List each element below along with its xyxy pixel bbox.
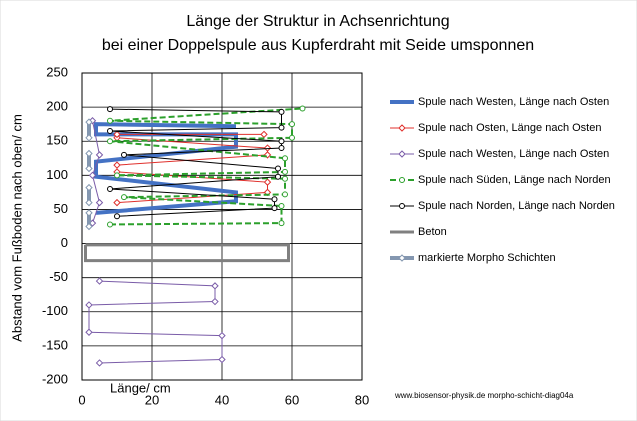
point: [95, 198, 104, 207]
chart-title: Länge der Struktur in Achsenrichtung: [186, 13, 449, 30]
y-tick-label: -50: [49, 269, 68, 284]
y-tick-label: 0: [61, 235, 68, 250]
point: [95, 151, 104, 159]
point: [113, 130, 121, 139]
point: [85, 301, 93, 309]
point: [275, 165, 281, 172]
series-line: [109, 107, 303, 226]
point: [114, 213, 120, 220]
point: [121, 194, 127, 201]
point: [211, 297, 219, 306]
legend-label: Spule nach Norden, Länge nach Norden: [418, 200, 615, 212]
point: [271, 205, 278, 212]
point: [107, 117, 113, 124]
point: [107, 127, 113, 134]
legend-label: Spule nach Osten, Länge nach Osten: [418, 122, 601, 134]
point: [85, 209, 93, 217]
y-tick-label: -100: [42, 303, 68, 318]
point: [278, 138, 285, 145]
y-axis-label: Abstand vom Fußboden nach oben/ cm: [9, 114, 24, 342]
point: [95, 359, 104, 367]
series-line: [84, 243, 290, 263]
y-tick-label: -150: [42, 337, 68, 352]
point: [113, 161, 121, 169]
y-tick-label: 50: [54, 201, 68, 216]
point: [271, 196, 278, 203]
x-axis-label: Länge/ cm: [110, 380, 171, 395]
x-tick-label: 40: [215, 392, 229, 407]
point: [278, 203, 285, 210]
point: [278, 124, 285, 131]
legend-label: Beton: [418, 226, 447, 238]
point: [278, 108, 285, 115]
legend-label: Spule nach Westen, Länge nach Osten: [418, 96, 609, 108]
point: [263, 144, 272, 152]
x-tick-label: 0: [78, 392, 85, 407]
point: [85, 222, 93, 231]
point: [282, 175, 288, 182]
point: [85, 328, 93, 336]
point: [211, 282, 219, 290]
point: [278, 145, 285, 152]
legend-marker: [398, 254, 406, 262]
legend-label: markierte Morpho Schichten: [418, 252, 556, 264]
legend-label: Spule nach Westen, Länge nach Osten: [418, 148, 609, 160]
x-tick-label: 20: [145, 392, 159, 407]
x-tick-label: 80: [355, 392, 369, 407]
point: [95, 277, 104, 285]
point: [113, 198, 121, 207]
point: [114, 172, 120, 179]
point: [263, 151, 272, 159]
point: [218, 355, 226, 364]
plot-frame: [81, 72, 363, 381]
point: [85, 149, 93, 158]
point: [88, 117, 97, 125]
point: [282, 155, 288, 162]
point: [275, 173, 281, 180]
point: [218, 331, 226, 340]
legend-marker: [398, 150, 406, 158]
point: [88, 171, 97, 180]
legend-marker: [399, 177, 405, 183]
x-tick-label: 60: [285, 392, 299, 407]
point: [107, 221, 113, 228]
y-tick-label: -200: [42, 371, 68, 386]
y-tick-label: 150: [46, 133, 68, 148]
point: [289, 121, 295, 128]
legend-marker: [399, 203, 405, 209]
point: [121, 151, 127, 158]
point: [282, 168, 288, 175]
y-tick-label: 200: [46, 99, 68, 114]
chart-subtitle: bei einer Doppelspule aus Kupferdraht mi…: [102, 37, 534, 54]
point: [107, 138, 113, 145]
point: [85, 164, 93, 173]
point: [107, 106, 113, 113]
point: [299, 105, 306, 112]
legend-marker: [398, 124, 406, 132]
point: [85, 134, 93, 142]
y-tick-label: 100: [46, 167, 68, 182]
point: [85, 198, 93, 207]
point: [85, 183, 93, 192]
y-tick-label: 250: [46, 64, 68, 79]
point: [85, 118, 93, 126]
point: [107, 185, 113, 192]
point: [263, 178, 272, 186]
footer: www.biosensor-physik.de morpho-schicht-d…: [394, 391, 574, 400]
point: [282, 191, 288, 198]
point: [289, 134, 295, 141]
legend-label: Spule nach Süden, Länge nach Norden: [418, 174, 611, 186]
point: [278, 220, 285, 227]
